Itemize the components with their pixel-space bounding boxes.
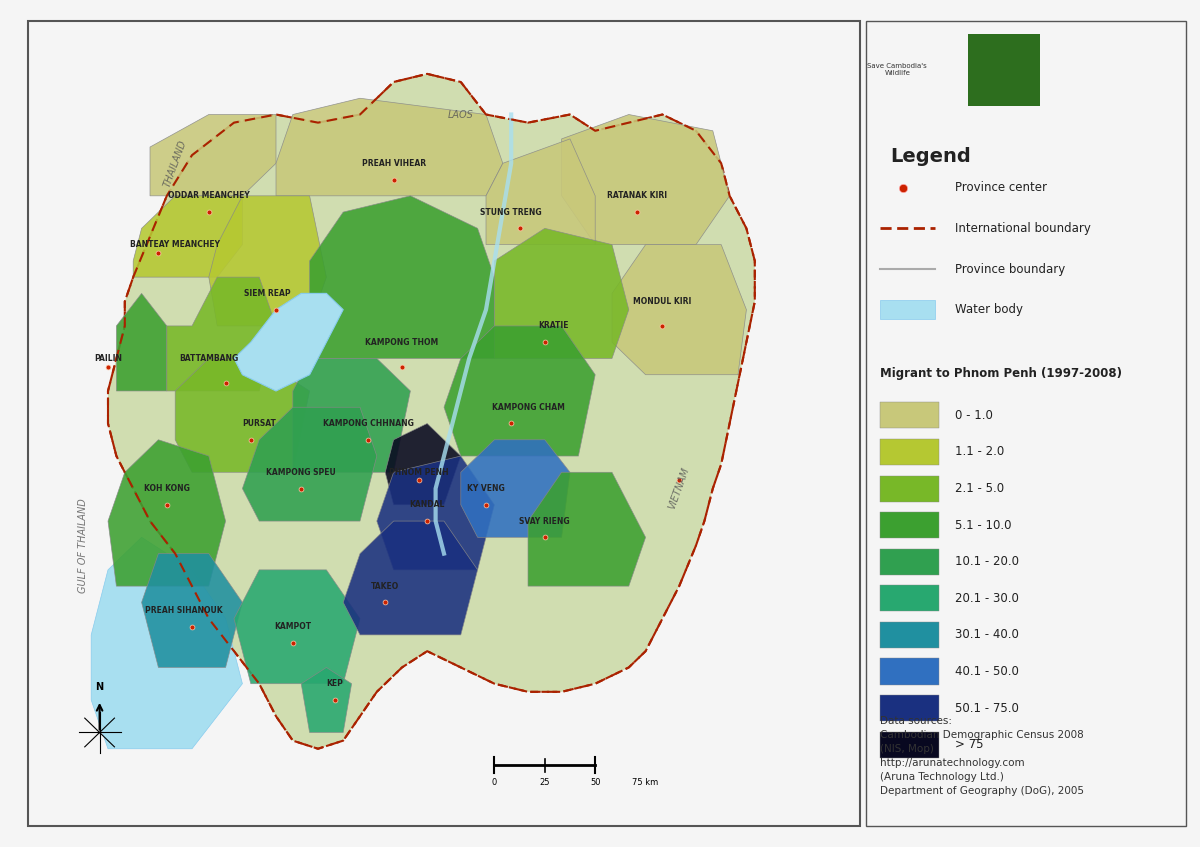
Polygon shape	[528, 473, 646, 586]
Polygon shape	[343, 521, 478, 635]
Text: TAKEO: TAKEO	[371, 582, 400, 590]
Polygon shape	[562, 114, 730, 245]
Text: ODDAR MEANCHEY: ODDAR MEANCHEY	[168, 191, 250, 201]
Text: 30.1 - 40.0: 30.1 - 40.0	[955, 628, 1019, 641]
Text: PURSAT: PURSAT	[242, 419, 276, 428]
Text: 25: 25	[540, 778, 550, 788]
Text: LAOS: LAOS	[448, 109, 474, 119]
Polygon shape	[385, 424, 461, 505]
Polygon shape	[486, 139, 595, 245]
Bar	[881, 585, 938, 612]
Text: 50: 50	[590, 778, 600, 788]
Polygon shape	[461, 440, 570, 537]
Text: KY VENG: KY VENG	[467, 484, 505, 493]
Text: Legend: Legend	[890, 147, 971, 166]
Text: 0: 0	[492, 778, 497, 788]
Text: KRATIE: KRATIE	[538, 321, 569, 330]
Text: Province boundary: Province boundary	[955, 263, 1064, 275]
Polygon shape	[494, 229, 629, 358]
Text: KANDAL: KANDAL	[409, 501, 445, 509]
Bar	[881, 658, 938, 684]
Text: VIETNAM: VIETNAM	[667, 466, 691, 511]
Bar	[881, 732, 938, 758]
Text: PREAH VIHEAR: PREAH VIHEAR	[361, 158, 426, 168]
Polygon shape	[234, 293, 343, 391]
Text: 1.1 - 2.0: 1.1 - 2.0	[955, 446, 1004, 458]
Polygon shape	[276, 98, 503, 196]
Polygon shape	[91, 537, 242, 749]
Polygon shape	[175, 358, 310, 473]
Bar	[881, 549, 938, 575]
Text: KAMPONG SPEU: KAMPONG SPEU	[266, 468, 336, 477]
Text: Water body: Water body	[955, 303, 1022, 316]
Polygon shape	[108, 440, 226, 586]
Polygon shape	[444, 326, 595, 456]
Text: 75 km: 75 km	[632, 778, 659, 788]
Polygon shape	[150, 114, 276, 196]
Bar	[881, 512, 938, 538]
Text: 2.1 - 5.0: 2.1 - 5.0	[955, 482, 1004, 495]
Text: SIEM REAP: SIEM REAP	[245, 289, 290, 298]
Text: KAMPOT: KAMPOT	[275, 623, 311, 631]
Text: KAMPONG CHHNANG: KAMPONG CHHNANG	[323, 419, 414, 428]
Polygon shape	[108, 74, 755, 749]
Text: Migrant to Phnom Penh (1997-2008): Migrant to Phnom Penh (1997-2008)	[881, 367, 1122, 379]
Polygon shape	[167, 277, 276, 391]
Polygon shape	[209, 196, 326, 326]
Bar	[881, 622, 938, 648]
Bar	[881, 695, 938, 721]
Polygon shape	[310, 196, 494, 358]
Text: 20.1 - 30.0: 20.1 - 30.0	[955, 592, 1019, 605]
Text: KOH KONG: KOH KONG	[144, 484, 190, 493]
Text: 0 - 1.0: 0 - 1.0	[955, 409, 992, 422]
Polygon shape	[234, 570, 360, 684]
Text: PREAH SIHANOUK: PREAH SIHANOUK	[145, 606, 222, 615]
Text: MONDUL KIRI: MONDUL KIRI	[634, 297, 691, 306]
Bar	[881, 402, 938, 429]
Text: STUNG TRENG: STUNG TRENG	[480, 208, 542, 217]
Text: 5.1 - 10.0: 5.1 - 10.0	[955, 518, 1012, 532]
Text: 40.1 - 50.0: 40.1 - 50.0	[955, 665, 1019, 678]
Polygon shape	[133, 196, 242, 277]
Text: 10.1 - 20.0: 10.1 - 20.0	[955, 556, 1019, 568]
Text: N: N	[96, 682, 103, 692]
Bar	[881, 300, 935, 319]
Text: International boundary: International boundary	[955, 222, 1091, 235]
Polygon shape	[293, 358, 410, 473]
Polygon shape	[377, 456, 494, 570]
Text: PAILIN: PAILIN	[94, 354, 122, 363]
Text: KAMPONG CHAM: KAMPONG CHAM	[492, 402, 564, 412]
Bar	[881, 475, 938, 501]
Polygon shape	[301, 667, 352, 733]
Text: BANTEAY MEANCHEY: BANTEAY MEANCHEY	[130, 240, 221, 249]
Text: SVAY RIENG: SVAY RIENG	[520, 517, 570, 526]
Polygon shape	[116, 293, 167, 391]
Polygon shape	[612, 245, 746, 374]
Text: > 75: > 75	[955, 739, 983, 751]
Text: THAILAND: THAILAND	[162, 138, 188, 188]
Text: PHNOM PENH: PHNOM PENH	[389, 468, 449, 477]
Text: Province center: Province center	[955, 181, 1046, 194]
Polygon shape	[242, 407, 377, 521]
Text: Data sources:
Cambodian Demographic Census 2008
(NIS, Mop)
http://arunatechnolog: Data sources: Cambodian Demographic Cens…	[881, 717, 1085, 796]
Text: BATTAMBANG: BATTAMBANG	[179, 354, 239, 363]
Text: KEP: KEP	[326, 679, 343, 689]
Text: KAMPONG THOM: KAMPONG THOM	[365, 338, 439, 346]
Text: GULF OF THAILAND: GULF OF THAILAND	[78, 498, 88, 593]
Text: RATANAK KIRI: RATANAK KIRI	[607, 191, 667, 201]
Text: 50.1 - 75.0: 50.1 - 75.0	[955, 701, 1019, 715]
Polygon shape	[142, 554, 242, 667]
Bar	[881, 439, 938, 465]
